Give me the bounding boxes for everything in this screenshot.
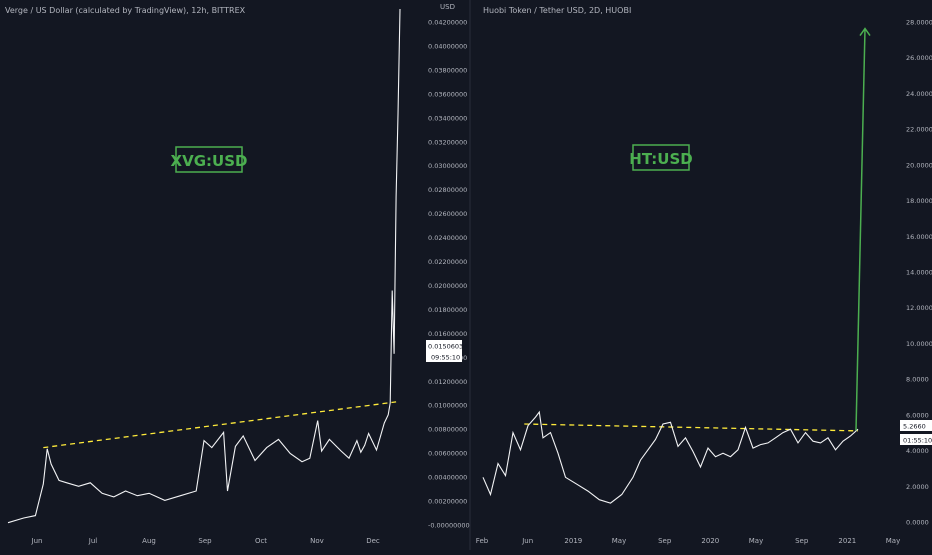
ht-x-axis: Feb Jun 2019 May Sep 2020 May Sep 2021 May: [476, 537, 900, 545]
y-tick-label: 0.0000: [906, 519, 929, 527]
ht-price-marker: 5.2660 01:55:10: [900, 420, 932, 445]
x-tick-label: Jun: [521, 537, 533, 545]
y-tick-label: 0.03200000: [428, 138, 467, 146]
ht-current-price: 5.2660: [903, 423, 926, 431]
y-tick-label: 0.02200000: [428, 258, 467, 266]
y-tick-label: 0.02600000: [428, 210, 467, 218]
y-tick-label: 28.0000: [906, 19, 932, 27]
ht-y-axis: 28.0000 26.0000 24.0000 22.0000 20.0000 18.00…: [906, 19, 932, 527]
y-tick-label: 0.02000000: [428, 282, 467, 290]
y-tick-label: 0.03800000: [428, 66, 467, 74]
x-tick-label: Nov: [310, 537, 324, 545]
x-tick-label: Aug: [142, 537, 156, 545]
xvg-price-marker-box: [426, 340, 462, 351]
x-tick-label: 2019: [564, 537, 582, 545]
x-tick-label: May: [612, 537, 626, 545]
x-tick-label: Jul: [88, 537, 98, 545]
ht-badge-text: HT:USD: [629, 150, 692, 168]
xvg-price-marker: 0.01506034 09:55:10: [426, 340, 467, 362]
y-tick-label: 14.0000: [906, 269, 932, 277]
xvg-badge-box: [175, 146, 243, 173]
y-tick-label: 0.01600000: [428, 330, 467, 338]
y-tick-label: 0.01200000: [428, 378, 467, 386]
y-tick-label: 0.04000000: [428, 42, 467, 50]
ht-countdown-box: [900, 434, 932, 445]
y-tick-label: -0.00000000: [428, 522, 470, 530]
xvg-y-unit: USD: [440, 3, 455, 11]
x-tick-label: Sep: [198, 537, 212, 545]
y-tick-label: 10.0000: [906, 340, 932, 348]
y-tick-label: 0.04200000: [428, 19, 467, 27]
y-tick-label: 0.02400000: [428, 234, 467, 242]
x-tick-label: 2020: [701, 537, 719, 545]
ht-price-line: [482, 410, 859, 504]
ht-badge: HT:USD: [629, 144, 693, 171]
xvg-badge-text: XVG:USD: [171, 152, 248, 170]
y-tick-label: 16.0000: [906, 233, 932, 241]
xvg-y-axis: 0.04200000 0.04000000 0.03800000 0.03600000…: [428, 19, 470, 530]
xvg-panel: Verge / US Dollar (calculated by Trading…: [5, 3, 470, 545]
xvg-price-line: [7, 8, 401, 524]
xvg-x-axis: Jun Jul Aug Sep Oct Nov Dec: [31, 537, 380, 545]
xvg-title: Verge / US Dollar (calculated by Trading…: [5, 6, 246, 15]
y-tick-label: 0.00200000: [428, 498, 467, 506]
x-tick-label: Oct: [255, 537, 267, 545]
y-tick-label: 0.03400000: [428, 114, 467, 122]
ht-panel: Huobi Token / Tether USD, 2D, HUOBI HT:U…: [476, 6, 932, 545]
xvg-countdown: 09:55:10: [431, 354, 460, 362]
x-tick-label: Jun: [31, 537, 43, 545]
y-tick-label: 22.0000: [906, 126, 932, 134]
x-tick-label: Sep: [658, 537, 672, 545]
ht-projection-arrow: [855, 27, 871, 431]
y-tick-label: 2.0000: [906, 483, 929, 491]
y-tick-label: 0.02800000: [428, 186, 467, 194]
y-tick-label: 26.0000: [906, 54, 932, 62]
ht-trendline: [524, 423, 859, 432]
y-tick-label: 0.00600000: [428, 450, 467, 458]
y-tick-label: 0.00400000: [428, 474, 467, 482]
y-tick-label: 6.0000: [906, 411, 929, 419]
ht-projection-arrow-shaft: [855, 28, 866, 431]
xvg-current-price: 0.01506034: [428, 343, 467, 351]
y-tick-label: 0.01000000: [428, 402, 467, 410]
y-tick-label: 24.0000: [906, 90, 932, 98]
ht-badge-box: [632, 144, 690, 171]
y-tick-label: 0.01800000: [428, 306, 467, 314]
y-tick-label: 0.00800000: [428, 426, 467, 434]
ht-countdown: 01:55:10: [903, 437, 932, 445]
x-tick-label: Dec: [366, 537, 380, 545]
x-tick-label: May: [749, 537, 763, 545]
xvg-countdown-box: [426, 351, 462, 362]
x-tick-label: Feb: [476, 537, 489, 545]
y-tick-label: 12.0000: [906, 304, 932, 312]
y-tick-label: 0.03600000: [428, 90, 467, 98]
x-tick-label: May: [886, 537, 900, 545]
y-tick-label: 4.0000: [906, 447, 929, 455]
ht-price-marker-box: [900, 420, 932, 431]
x-tick-label: Sep: [795, 537, 809, 545]
ht-title: Huobi Token / Tether USD, 2D, HUOBI: [483, 6, 631, 15]
ht-projection-arrow-head: [859, 27, 871, 37]
y-tick-label: 20.0000: [906, 161, 932, 169]
x-tick-label: 2021: [838, 537, 856, 545]
y-tick-label: 0.03000000: [428, 162, 467, 170]
xvg-badge: XVG:USD: [171, 146, 248, 173]
y-tick-label: 8.0000: [906, 376, 929, 384]
y-tick-label: 18.0000: [906, 197, 932, 205]
